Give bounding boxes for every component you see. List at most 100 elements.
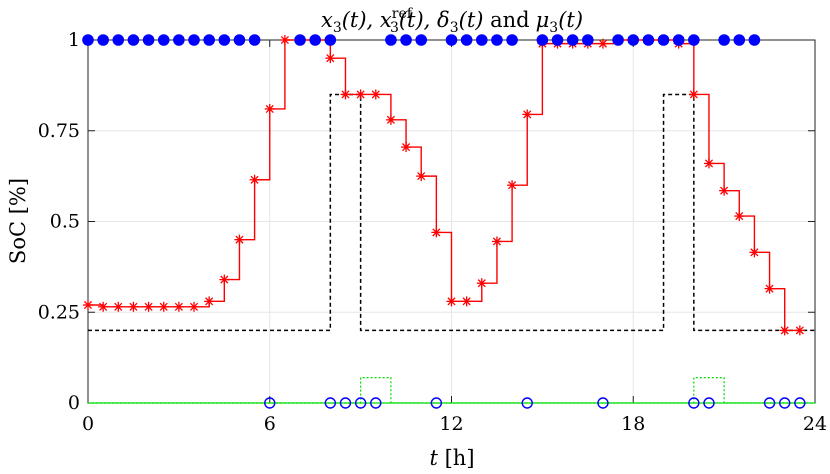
data-point-delta-zero xyxy=(354,397,367,409)
y-axis-label: SoC [%] xyxy=(6,178,30,264)
data-point-delta xyxy=(460,34,473,46)
y-tick-label: 0.25 xyxy=(38,301,80,323)
data-point-x xyxy=(128,301,139,312)
data-point-delta xyxy=(536,34,549,46)
series-line-xref xyxy=(88,93,815,332)
data-point-delta xyxy=(203,34,215,46)
y-tick-labels: 0 0.25 0.5 0.75 1 xyxy=(38,29,80,414)
data-point-x xyxy=(355,89,366,100)
chart-title: x3(t), xref 3(t), δ3(t) and μ3(t) xyxy=(321,6,583,36)
data-point-delta xyxy=(248,34,261,46)
data-point-delta xyxy=(612,34,624,46)
data-point-x xyxy=(98,301,109,312)
data-point-delta xyxy=(491,34,503,46)
data-point-delta-zero xyxy=(264,397,276,409)
data-point-delta xyxy=(233,34,246,46)
data-point-x xyxy=(491,236,502,247)
data-point-delta xyxy=(566,34,579,46)
data-point-delta xyxy=(582,34,594,46)
data-point-delta xyxy=(309,34,321,46)
data-point-delta xyxy=(627,34,640,46)
data-point-x xyxy=(431,227,442,238)
data-point-delta xyxy=(324,34,337,46)
x-tick-label: 6 xyxy=(264,413,276,435)
data-point-delta xyxy=(506,34,518,46)
data-point-x xyxy=(749,247,760,258)
data-point-delta xyxy=(97,34,109,46)
data-point-delta-zero xyxy=(763,397,776,409)
data-point-x xyxy=(143,301,154,312)
data-point-delta-zero xyxy=(324,397,337,409)
x-tick-label: 12 xyxy=(439,413,463,435)
data-point-x xyxy=(779,325,790,336)
data-point-delta xyxy=(657,34,670,46)
series-layer xyxy=(82,34,815,409)
data-point-delta-zero xyxy=(430,397,443,409)
data-point-delta xyxy=(112,34,125,46)
data-point-delta-zero xyxy=(794,397,806,409)
data-point-delta-zero xyxy=(688,397,700,409)
data-point-delta-zero xyxy=(703,397,715,409)
data-point-x xyxy=(249,174,260,185)
data-point-delta xyxy=(475,34,488,46)
x-tick-labels: 0 6 12 18 24 xyxy=(82,413,827,435)
data-point-delta xyxy=(733,34,746,46)
data-point-delta-zero xyxy=(779,397,791,409)
data-point-x xyxy=(794,325,805,336)
data-point-delta-zero xyxy=(370,397,382,409)
data-point-x xyxy=(507,180,518,191)
x-tick-label: 0 xyxy=(82,413,94,435)
data-point-x xyxy=(204,296,215,307)
data-point-x xyxy=(83,299,93,310)
data-point-x xyxy=(401,142,412,153)
x-axis-label: t [h] xyxy=(429,446,474,470)
data-point-x xyxy=(325,53,336,64)
data-point-delta xyxy=(385,34,397,46)
data-point-delta xyxy=(400,34,412,46)
data-point-x xyxy=(734,211,745,222)
y-tick-label: 0.5 xyxy=(50,211,80,233)
data-point-x xyxy=(476,278,487,289)
data-point-x xyxy=(719,185,730,196)
data-point-x xyxy=(173,301,184,312)
data-point-delta xyxy=(748,34,761,46)
data-point-x xyxy=(264,103,275,114)
data-point-x xyxy=(279,35,290,45)
data-point-delta xyxy=(688,34,700,46)
data-point-x xyxy=(340,89,351,100)
data-point-x xyxy=(158,301,169,312)
series-line-x xyxy=(88,39,800,332)
data-point-x xyxy=(597,38,608,49)
data-point-delta-zero xyxy=(597,397,609,409)
data-point-delta xyxy=(142,34,155,46)
data-point-delta xyxy=(82,34,94,46)
data-point-delta xyxy=(127,34,140,46)
x-tick-label: 24 xyxy=(803,413,827,435)
x-tick-label: 18 xyxy=(621,413,645,435)
data-point-delta-zero xyxy=(339,397,352,409)
data-point-delta xyxy=(445,34,458,46)
data-point-delta xyxy=(294,34,306,46)
data-point-delta-zero xyxy=(521,397,533,409)
data-point-x xyxy=(446,296,457,307)
data-point-x xyxy=(370,89,381,100)
y-tick-label: 1 xyxy=(68,29,80,51)
data-point-x xyxy=(688,89,699,100)
data-point-x xyxy=(189,301,200,312)
y-tick-label: 0 xyxy=(68,392,80,414)
data-point-delta xyxy=(551,34,564,46)
data-point-delta xyxy=(672,34,685,46)
data-point-delta xyxy=(415,34,428,46)
data-point-x xyxy=(234,234,245,245)
data-point-x xyxy=(522,109,533,120)
data-point-delta xyxy=(188,34,200,46)
y-tick-label: 0.75 xyxy=(38,120,80,142)
data-point-x xyxy=(385,114,396,125)
data-point-x xyxy=(764,283,775,294)
data-point-delta xyxy=(157,34,170,46)
data-point-x xyxy=(461,296,472,307)
data-point-delta xyxy=(718,34,730,46)
data-point-x xyxy=(113,301,124,312)
data-point-x xyxy=(219,274,230,285)
